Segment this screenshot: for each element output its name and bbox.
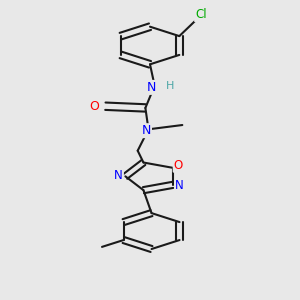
Text: N: N — [114, 169, 123, 182]
Text: N: N — [142, 124, 151, 137]
Text: H: H — [166, 81, 174, 91]
Text: N: N — [147, 81, 156, 94]
Text: N: N — [175, 179, 184, 192]
Text: O: O — [90, 100, 100, 113]
Text: Cl: Cl — [195, 8, 207, 21]
Text: O: O — [174, 159, 183, 172]
